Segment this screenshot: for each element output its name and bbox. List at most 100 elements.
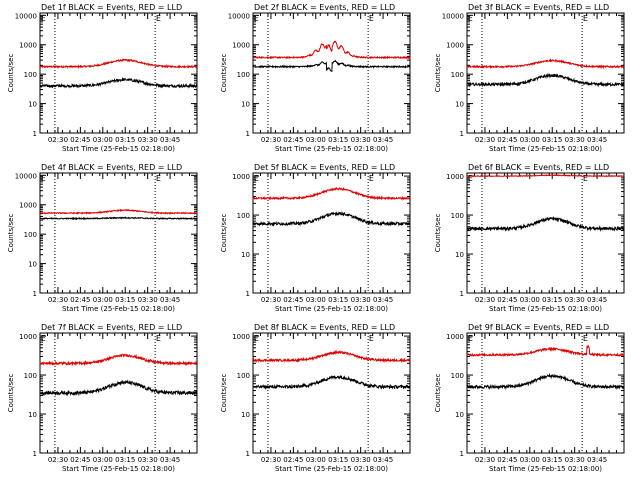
series-events-line [466, 215, 625, 232]
y-tick-label: 1 [460, 290, 464, 298]
x-tick-label: 02:45 [70, 456, 90, 464]
series-events-line [252, 211, 411, 227]
y-tick-label: 10000 [228, 12, 250, 20]
marker-label: E [41, 334, 46, 343]
marker-label: E [369, 334, 374, 343]
x-tick-label: 03:30 [565, 456, 585, 464]
plot-frame [252, 332, 411, 454]
marker-label: E [41, 174, 46, 183]
y-tick-label: 10000 [15, 12, 37, 20]
y-tick-label: 1000 [232, 173, 250, 181]
panel-title: Det 2f BLACK = Events, RED = LLD [254, 3, 395, 12]
y-axis-label: Counts/sec [7, 214, 15, 253]
x-tick-label: 02:45 [283, 456, 303, 464]
y-tick-label: 100 [451, 212, 464, 220]
x-tick-label: 03:45 [587, 136, 607, 144]
x-tick-label: 03:15 [542, 456, 562, 464]
panel-title: Det 5f BLACK = Events, RED = LLD [254, 163, 395, 172]
x-axis-label: Start Time (25-Feb-15 02:18:00) [489, 145, 602, 153]
x-tick-label: 03:30 [565, 296, 585, 304]
x-tick-label: 03:15 [542, 296, 562, 304]
panel-title: Det 1f BLACK = Events, RED = LLD [41, 3, 182, 12]
x-tick-label: 02:45 [497, 296, 517, 304]
panel-det-7: Det 7f BLACK = Events, RED = LLD 1 10 100 10… [7, 323, 198, 473]
x-tick-label: 03:00 [93, 136, 113, 144]
marker-label: E [254, 334, 259, 343]
x-tick-label: 02:30 [48, 456, 68, 464]
x-tick-label: 03:15 [328, 456, 348, 464]
x-axis-label: Start Time (25-Feb-15 02:18:00) [275, 305, 388, 313]
marker-label: E [254, 14, 259, 23]
marker-label: E [41, 14, 46, 23]
y-axis-label: Counts/sec [7, 54, 15, 93]
y-tick-label: 1 [460, 130, 464, 138]
plot-frame [466, 12, 625, 134]
panel-det-6: Det 6f BLACK = Events, RED = LLD 1 10 100 10… [434, 163, 625, 313]
y-tick-label: 1000 [446, 173, 464, 181]
series-events-line [39, 216, 197, 221]
y-axis-label: Counts/sec [434, 374, 442, 413]
x-tick-label: 03:15 [542, 136, 562, 144]
y-tick-label: 1 [460, 450, 464, 458]
panel-det-3: Det 3f BLACK = Events, RED = LLD 1 10 100 10… [434, 3, 625, 153]
y-tick-label: 1000 [19, 202, 37, 210]
series-lld-line [39, 208, 198, 215]
x-tick-label: 03:00 [306, 456, 326, 464]
x-tick-label: 03:45 [160, 296, 180, 304]
y-tick-label: 10 [28, 101, 37, 109]
marker-label: E [369, 174, 374, 183]
y-tick-label: 100 [237, 212, 250, 220]
marker-label: E [468, 174, 473, 183]
y-tick-label: 10 [28, 261, 37, 269]
x-tick-label: 02:30 [261, 136, 281, 144]
marker-label: E [583, 334, 588, 343]
x-tick-label: 02:45 [70, 136, 90, 144]
panel-det-5: Det 5f BLACK = Events, RED = LLD 1 10 100 10… [220, 163, 411, 313]
series-events-line [466, 72, 625, 88]
x-tick-label: 03:15 [328, 136, 348, 144]
series-lld-line [466, 174, 625, 178]
marker-label: E [583, 14, 588, 23]
marker-label: E [468, 14, 473, 23]
panel-title: Det 8f BLACK = Events, RED = LLD [254, 323, 395, 332]
x-tick-label: 03:15 [115, 296, 135, 304]
y-tick-label: 1000 [232, 333, 250, 341]
x-tick-label: 03:00 [93, 296, 113, 304]
x-tick-label: 03:15 [115, 136, 135, 144]
x-tick-label: 03:15 [328, 296, 348, 304]
x-tick-label: 03:45 [160, 136, 180, 144]
x-tick-label: 03:00 [520, 136, 540, 144]
x-axis-label: Start Time (25-Feb-15 02:18:00) [275, 465, 388, 473]
y-tick-label: 1000 [232, 42, 250, 50]
y-tick-label: 100 [24, 231, 37, 239]
panel-title: Det 7f BLACK = Events, RED = LLD [41, 323, 182, 332]
y-axis-label: Counts/sec [220, 374, 228, 413]
y-tick-label: 1 [33, 450, 37, 458]
y-tick-label: 100 [24, 372, 37, 380]
y-tick-label: 100 [451, 372, 464, 380]
y-tick-label: 1 [246, 290, 250, 298]
x-tick-label: 02:30 [48, 136, 68, 144]
x-tick-label: 03:00 [306, 296, 326, 304]
x-tick-label: 03:30 [565, 136, 585, 144]
marker-label: E [369, 14, 374, 23]
series-lld-line [252, 186, 411, 201]
y-tick-label: 10 [241, 411, 250, 419]
series-events-line [466, 372, 625, 391]
panel-det-8: Det 8f BLACK = Events, RED = LLD 1 10 100 10… [220, 323, 411, 473]
y-axis-label: Counts/sec [434, 54, 442, 93]
y-tick-label: 10 [241, 251, 250, 259]
y-tick-label: 100 [451, 71, 464, 79]
x-tick-label: 03:45 [587, 296, 607, 304]
panel-title: Det 3f BLACK = Events, RED = LLD [468, 3, 609, 12]
y-tick-label: 1000 [19, 42, 37, 50]
x-axis-label: Start Time (25-Feb-15 02:18:00) [275, 145, 388, 153]
x-tick-label: 02:30 [261, 296, 281, 304]
x-tick-label: 03:30 [351, 136, 371, 144]
plot-frame [252, 12, 411, 134]
y-tick-label: 1 [33, 290, 37, 298]
y-tick-label: 10 [28, 411, 37, 419]
x-axis-label: Start Time (25-Feb-15 02:18:00) [489, 465, 602, 473]
y-tick-label: 100 [237, 372, 250, 380]
